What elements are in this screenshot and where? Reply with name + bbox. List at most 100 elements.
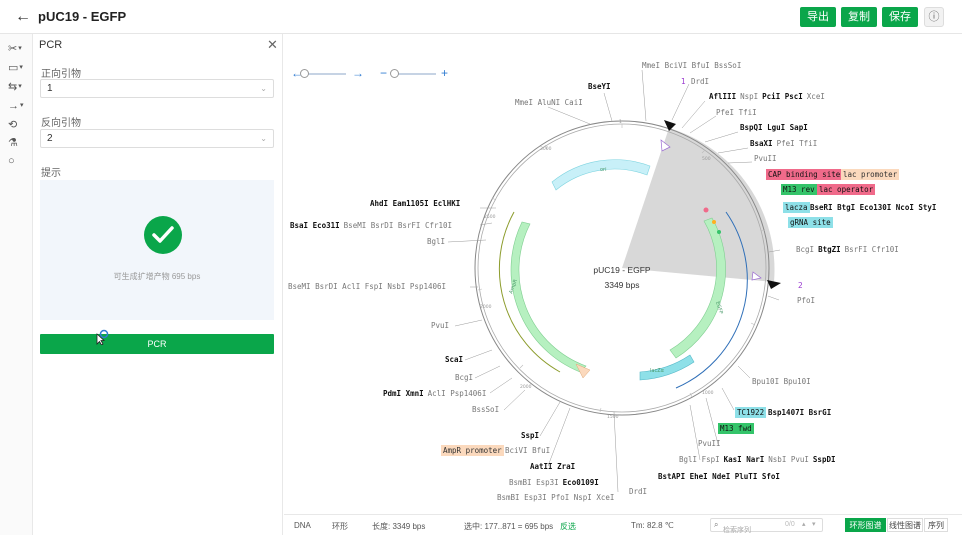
leader-lines: [447, 69, 781, 493]
lacza-tag[interactable]: lacza: [783, 202, 810, 213]
cap-binding-site-tag[interactable]: CAP binding site: [766, 169, 843, 180]
scissors-icon[interactable]: ✂▾: [8, 43, 22, 55]
copy-button[interactable]: 复制: [841, 7, 877, 27]
rotate-slider-handle[interactable]: [300, 69, 309, 78]
save-button[interactable]: 保存: [882, 7, 918, 27]
rotate-slider-track[interactable]: [304, 73, 346, 75]
info-icon[interactable]: ⓘ: [924, 7, 944, 27]
enzyme-label[interactable]: BsaXI PfeI TfiI: [750, 139, 817, 148]
selection-region[interactable]: [622, 128, 775, 282]
tab-circular-map[interactable]: 环形图谱: [845, 518, 886, 532]
ampr-label: AmpR: [508, 278, 519, 295]
ori-feature[interactable]: [551, 159, 651, 191]
enzyme-label[interactable]: PdmI XmnI AclI Psp1406I: [383, 389, 486, 398]
enzyme-label[interactable]: PvuI: [431, 321, 449, 330]
tab-linear-map[interactable]: 线性图谱: [887, 518, 923, 532]
search-count: 0/0: [785, 521, 795, 528]
map-center-length: 3349 bps: [605, 280, 640, 290]
grna-site-tag[interactable]: gRNA site: [788, 217, 833, 228]
plasmid-map-svg[interactable]: 1 3000 2500 2000 2000 1500 1000 500 ori …: [284, 34, 962, 514]
enzyme-label[interactable]: MmeI BciVI BfuI BssSoI: [642, 61, 741, 70]
lac-operator-tag[interactable]: lac operator: [817, 184, 876, 195]
m13-rev-tag[interactable]: M13 rev: [781, 184, 817, 195]
enzyme-label[interactable]: SspI: [521, 431, 539, 440]
marker-green: [717, 230, 721, 234]
forward-primer-value: 1: [47, 83, 53, 94]
primer-2-marker[interactable]: [767, 280, 781, 289]
enzyme-label[interactable]: Bsp1407I BsrGI: [768, 408, 831, 417]
status-topology: 环形: [332, 522, 348, 531]
reverse-primer-select[interactable]: 2 ⌄: [40, 129, 274, 148]
loop-icon[interactable]: ⟲: [8, 119, 18, 131]
enzyme-label[interactable]: DrdI: [691, 77, 709, 86]
enzyme-label[interactable]: AatII ZraI: [530, 462, 575, 471]
enzyme-label[interactable]: BglI FspI KasI NarI NsbI PvuI SspDI: [679, 455, 836, 464]
rotate-left-icon[interactable]: ←: [291, 66, 303, 80]
back-arrow-icon[interactable]: ←: [15, 8, 31, 25]
enzyme-label[interactable]: BseMI BsrDI AclI FspI NsbI Psp1406I: [288, 282, 446, 291]
enzyme-label[interactable]: BspQI LguI SapI: [740, 123, 808, 132]
zoom-out-icon[interactable]: −: [380, 66, 388, 80]
enzyme-label[interactable]: PvuII: [754, 154, 777, 163]
enzyme-label[interactable]: MmeI AluNI CaiI: [515, 98, 583, 107]
circle-icon[interactable]: ○: [8, 155, 15, 167]
enzyme-label[interactable]: ScaI: [445, 355, 463, 364]
zoom-in-icon[interactable]: +: [441, 66, 449, 80]
insert-icon[interactable]: ▭▾: [8, 62, 23, 74]
enzyme-label[interactable]: BstAPI EheI NdeI PluTI SfoI: [658, 472, 780, 481]
backbone-outer: [474, 120, 770, 416]
tc1922-tag[interactable]: TC1922: [735, 407, 767, 418]
search-prev-icon[interactable]: ▴: [802, 521, 806, 528]
export-button[interactable]: 导出: [800, 7, 836, 27]
enzyme-label[interactable]: Bpu10I Bpu10I: [752, 377, 811, 386]
tick-marks: [477, 124, 766, 413]
enzyme-label[interactable]: BssSoI: [472, 405, 499, 414]
sequence-search-input[interactable]: ⌕ 检索序列 0/0 ▴ ▾: [710, 518, 823, 534]
close-icon[interactable]: ✕: [267, 37, 278, 52]
enzyme-label[interactable]: BcgI: [455, 373, 473, 382]
forward-primer-select[interactable]: 1 ⌄: [40, 79, 274, 98]
enzyme-label[interactable]: DrdI: [629, 487, 647, 496]
enzyme-label[interactable]: BsaI Eco31I BseMI BsrDI BsrFI Cfr10I: [290, 221, 452, 230]
enzyme-label[interactable]: PfeI TfiI: [716, 108, 757, 117]
ampr-feature[interactable]: [510, 221, 587, 373]
enzyme-label[interactable]: BseRI BtgI Eco130I NcoI StyI: [810, 203, 936, 212]
enzyme-label[interactable]: BcgI BtgZI BsrFI Cfr10I: [796, 245, 899, 254]
enzyme-label[interactable]: PvuII: [698, 439, 721, 448]
hint-text: 可生成扩增产物 695 bps: [113, 272, 201, 281]
reverse-primer-label: 反向引物: [41, 118, 81, 129]
status-bar: DNA 环形 长度: 3349 bps 选中: 177..871 = 695 b…: [284, 514, 962, 535]
lacza-feature[interactable]: [639, 354, 695, 381]
primer-1-marker[interactable]: [664, 120, 676, 131]
enzyme-label[interactable]: AhdI Eam1105I EclHKI: [370, 199, 460, 208]
tab-sequence[interactable]: 序列: [924, 518, 948, 532]
zoom-slider-handle[interactable]: [390, 69, 399, 78]
arrow-right-icon[interactable]: →▾: [8, 100, 24, 112]
search-next-icon[interactable]: ▾: [812, 521, 816, 528]
reverse-primer-value: 2: [47, 133, 53, 144]
enzyme-label[interactable]: BglI: [427, 237, 445, 246]
lac-promoter-tag[interactable]: lac promoter: [841, 169, 900, 180]
status-tm: Tm: 82.8 ℃: [631, 521, 674, 530]
swap-icon[interactable]: ⇆▾: [8, 81, 22, 93]
enzyme-label[interactable]: AflIII NspI PciI PscI XceI: [709, 92, 825, 101]
enzyme-label[interactable]: BciVI BfuI: [505, 446, 550, 455]
status-length: 长度: 3349 bps: [372, 522, 426, 531]
enzyme-label[interactable]: PfoI: [797, 296, 815, 305]
reverse-selection-link[interactable]: 反选: [560, 522, 576, 531]
zoom-slider-track[interactable]: [392, 73, 436, 75]
ampr-promoter-tag[interactable]: AmpR promoter: [441, 445, 504, 456]
status-type: DNA: [294, 521, 311, 530]
status-selection: 选中: 177..871 = 695 bps: [464, 522, 554, 531]
pcr-button[interactable]: PCR: [40, 334, 274, 354]
hint-label: 提示: [41, 168, 61, 179]
ampr-promoter-feature[interactable]: [575, 363, 591, 379]
enzyme-label[interactable]: BsmBI Esp3I Eco0109I: [509, 478, 599, 487]
enzyme-label[interactable]: BsmBI Esp3I PfoI NspI XceI: [497, 493, 614, 502]
flask-icon[interactable]: ⚗: [8, 137, 18, 149]
enzyme-label[interactable]: BseYI: [588, 82, 611, 91]
m13-fwd-tag[interactable]: M13 fwd: [718, 423, 754, 434]
forward-primer-label: 正向引物: [41, 69, 81, 80]
rotate-right-icon[interactable]: →: [352, 66, 364, 80]
egfp-feature[interactable]: [669, 217, 726, 359]
